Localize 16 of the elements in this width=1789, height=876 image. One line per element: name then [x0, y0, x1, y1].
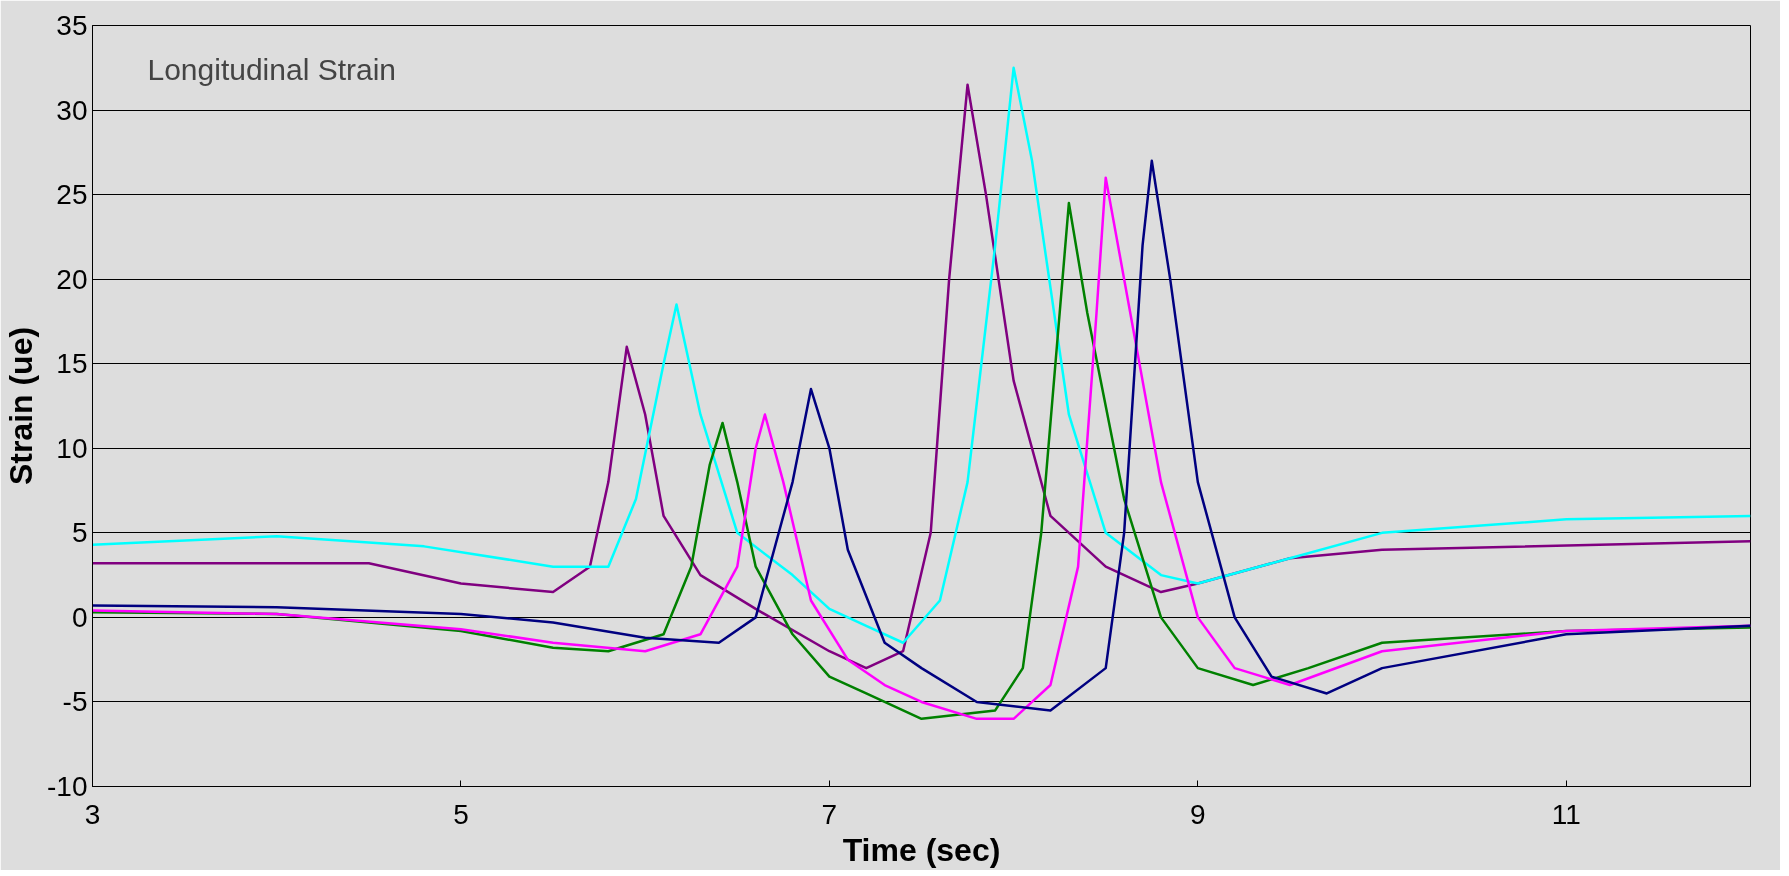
y-tick-label: 35 [56, 10, 88, 41]
y-tick-label: 5 [71, 517, 88, 549]
x-tick-label: 9 [1190, 798, 1206, 830]
y-tick-label: 15 [56, 348, 88, 380]
y-axis-title: Strain (ue) [3, 326, 40, 486]
x-tick-label: 11 [1551, 798, 1581, 830]
y-tick-label: 10 [56, 432, 88, 464]
y-tick-label: 25 [56, 179, 88, 211]
annotation: Longitudinal Strain [147, 52, 397, 86]
y-tick-label: 0 [71, 601, 88, 633]
y-tick-label: 30 [56, 94, 88, 126]
x-tick-label: 5 [453, 798, 469, 830]
y-tick-label: -5 [62, 686, 88, 718]
x-tick-label: 7 [821, 798, 838, 830]
y-tick-label: 20 [56, 263, 88, 295]
x-axis-title: Time (sec) [842, 831, 1001, 868]
